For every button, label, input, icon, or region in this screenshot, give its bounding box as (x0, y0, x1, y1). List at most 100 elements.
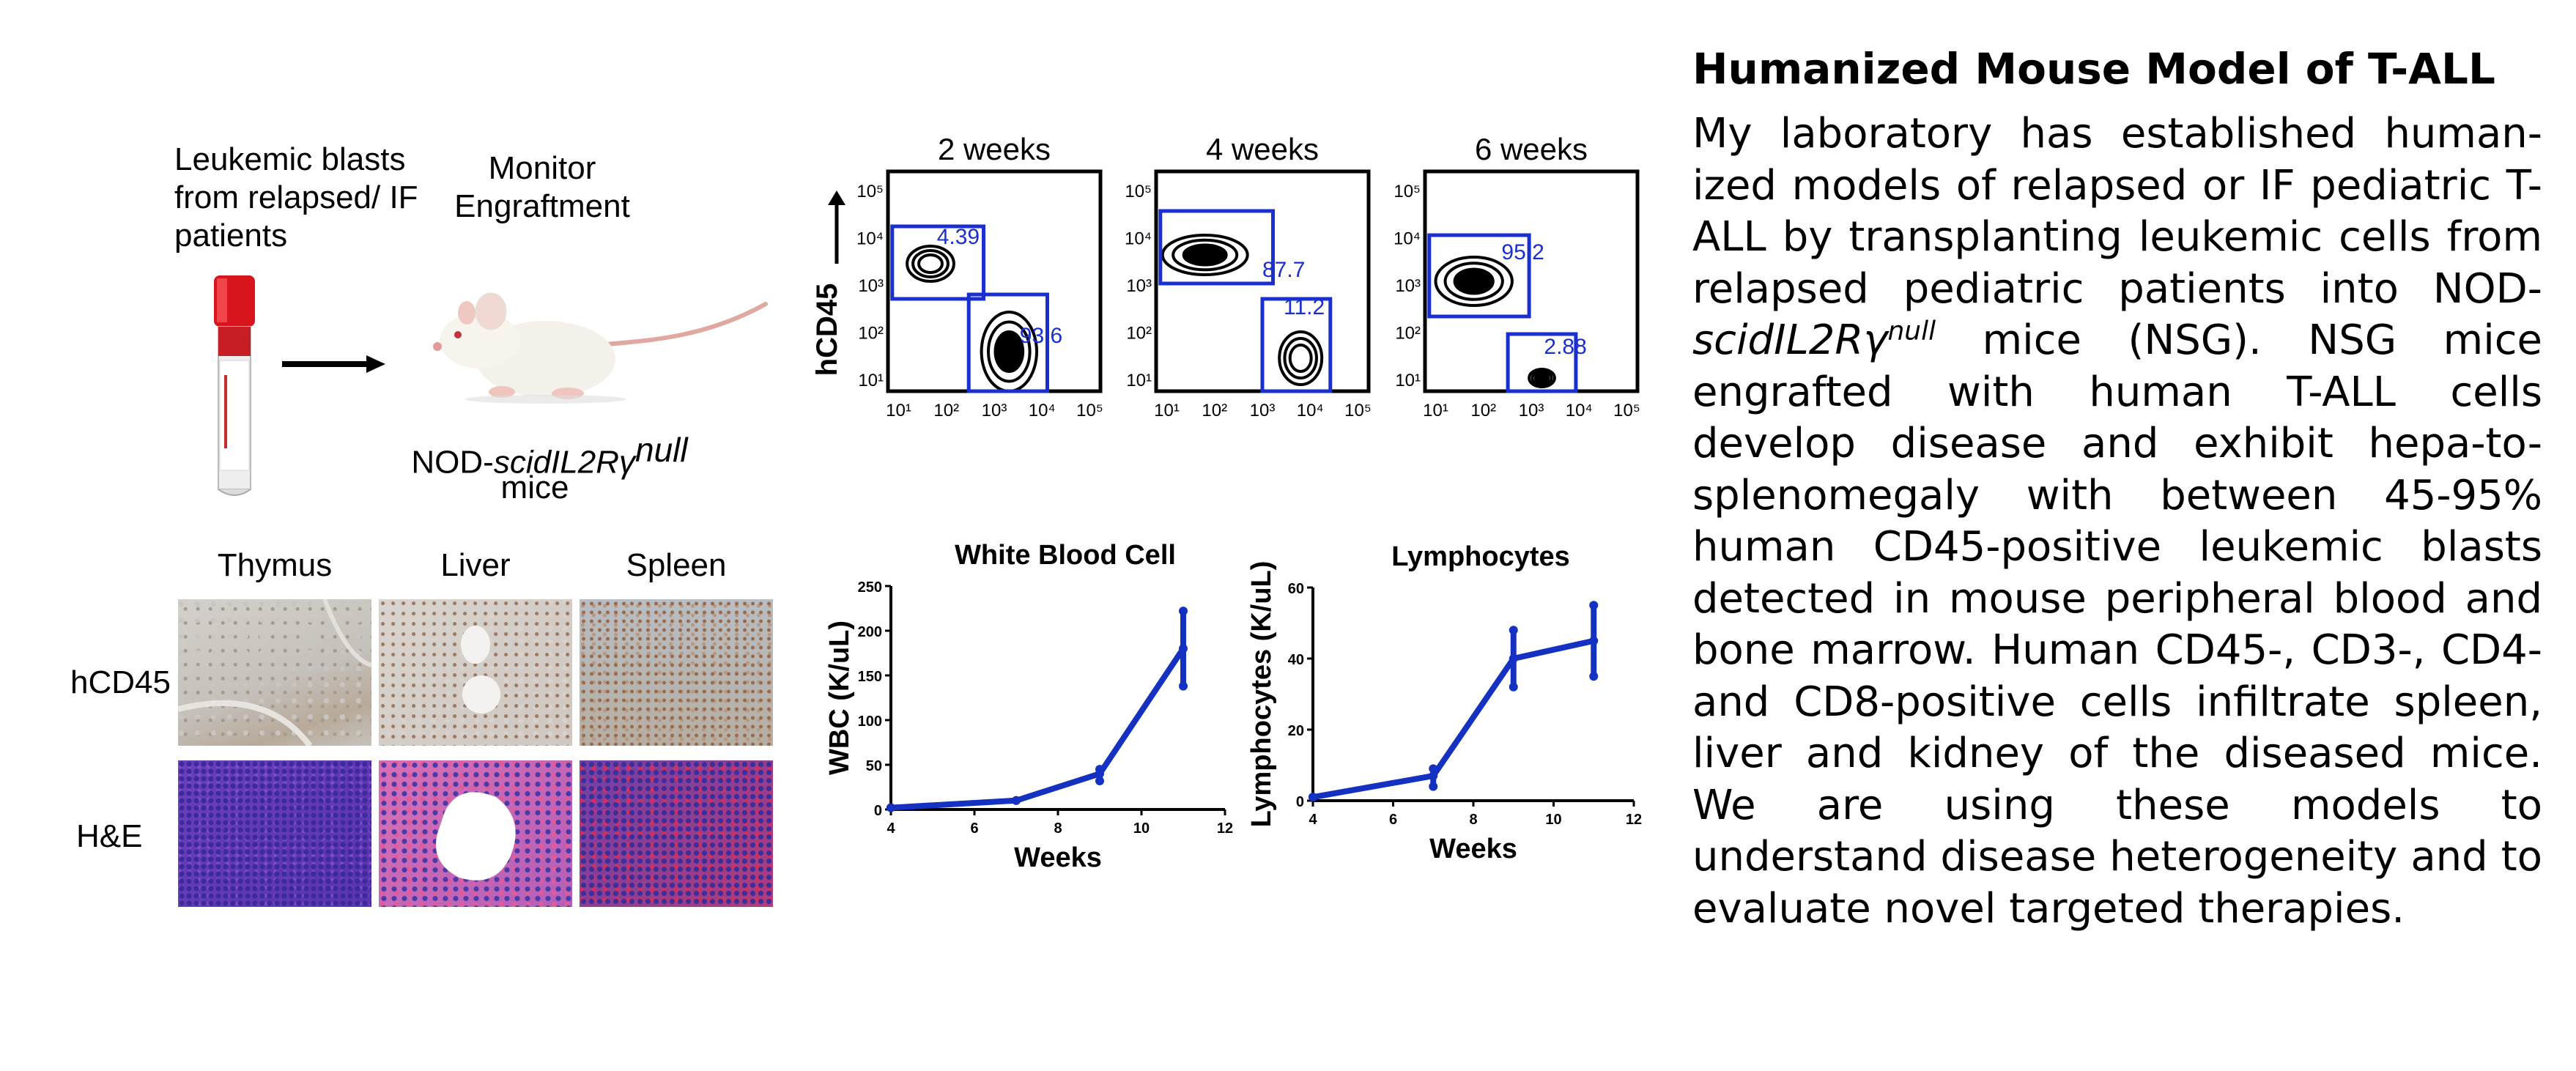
flow-gate-bottom (1506, 332, 1578, 393)
flow-contour (987, 320, 1032, 383)
flow-plot-frame (886, 169, 1103, 393)
chart-ylabel: Lymphocytes (K/uL) (1246, 561, 1277, 828)
body-superscript: null (1887, 316, 1936, 346)
flow-y-tick-label: 10³ (1126, 276, 1152, 296)
flow-y-tick-label: 10² (1395, 324, 1421, 344)
flow-contour (1434, 256, 1514, 307)
flow-contour (917, 253, 944, 274)
flow-x-tick-label: 10¹ (886, 401, 911, 420)
flow-gate-top-value: 95.2 (1501, 240, 1544, 264)
chart-error-cap-high (1179, 607, 1188, 616)
flow-contour (1288, 344, 1313, 373)
flow-contour (1533, 372, 1550, 384)
chart-y-tick-label: 100 (858, 714, 882, 730)
flow-x-tick-label: 10² (1202, 401, 1227, 420)
flow-x-tick-label: 10¹ (1154, 401, 1180, 420)
flow-contour (911, 249, 950, 278)
chart-title: Lymphocytes (1391, 541, 1570, 572)
body-part-1: My laboratory has established human-ized… (1692, 110, 2542, 313)
flow-y-tick-label: 10³ (858, 276, 884, 296)
spleen-he-image (580, 760, 773, 907)
histology-row-he: H&E (76, 818, 143, 854)
flow-y-tick-label: 10⁵ (1125, 182, 1152, 201)
flow-x-tick-label: 10¹ (1423, 401, 1448, 420)
histology-col-spleen: Spleen (626, 547, 727, 583)
flow-y-tick-label: 10³ (1395, 276, 1421, 296)
flow-panel-title: 6 weeks (1475, 132, 1588, 166)
spleen-hcd45-image (580, 599, 773, 746)
chart-xlabel: Weeks (1014, 842, 1102, 873)
chart-y-tick-label: 20 (1288, 723, 1304, 739)
flow-gate-top (1427, 233, 1531, 319)
blood-tube-icon (214, 275, 255, 496)
chart-error-cap-low (1179, 681, 1188, 691)
chart-point (1179, 644, 1188, 653)
text-panel: Humanized Mouse Model of T-ALL My labora… (1692, 41, 2542, 935)
chart-y-tick-label: 0 (1296, 794, 1304, 810)
flow-panel-title: 2 weeks (938, 132, 1051, 166)
lymphocytes-chart: Lymphocytes 0 20 40 60 4 6 8 10 12 Weeks Lymphocyte… (1246, 541, 1642, 864)
flow-x-tick-label: 10² (1470, 401, 1496, 420)
chart-y-tick-label: 50 (866, 758, 882, 774)
chart-xlabel: Weeks (1429, 834, 1517, 864)
flow-x-tick-label: 10⁵ (1613, 401, 1640, 420)
chart-y-tick-label: 0 (874, 803, 882, 819)
histology-row-hcd45: hCD45 (70, 664, 171, 700)
chart-title: White Blood Cell (955, 540, 1176, 571)
chart-error-cap-low (1589, 672, 1599, 681)
body-italic: scidIL2Rγ (1692, 316, 1888, 364)
flow-y-tick-label: 10² (1126, 324, 1152, 344)
histology-col-thymus: Thymus (217, 547, 333, 583)
chart-x-tick-label: 8 (1469, 812, 1477, 828)
chart-x-tick-label: 10 (1133, 820, 1150, 837)
flow-contour (1172, 238, 1239, 272)
flow-gate-top (890, 224, 985, 301)
mouse-icon (433, 292, 768, 404)
flow-contour (1182, 243, 1228, 267)
flow-panel-title: 4 weeks (1206, 132, 1319, 166)
chart-error-cap-low (1509, 682, 1518, 692)
wbc-chart: White Blood Cell 0 50 100 150 200 250 4 6 8 10 12 We… (824, 540, 1233, 873)
chart-point (1509, 654, 1518, 663)
flow-y-tick-label: 10⁵ (856, 182, 884, 201)
flow-y-tick-label: 10¹ (1395, 371, 1421, 390)
blasts-label: Leukemic blasts from relapsed/ IF patien… (174, 141, 418, 253)
flow-contour (1161, 234, 1249, 276)
body-paragraph: My laboratory has established human-ized… (1692, 108, 2542, 935)
flow-y-tick-label: 10⁴ (1125, 229, 1152, 249)
flow-contour (993, 330, 1025, 373)
chart-point (1589, 636, 1599, 645)
chart-x-tick-label: 6 (970, 820, 978, 837)
chart-x-tick-label: 8 (1054, 820, 1062, 837)
chart-y-tick-label: 60 (1288, 581, 1304, 597)
chart-error-cap-high (1509, 626, 1518, 635)
flow-contour (906, 245, 955, 283)
chart-y-tick-label: 200 (858, 624, 882, 640)
flow-x-tick-label: 10³ (982, 401, 1007, 420)
chart-point (887, 803, 895, 812)
strain-superscript: null (635, 431, 688, 469)
body-part-2: mice (NSG). NSG mice engrafted with huma… (1692, 316, 2542, 933)
flow-contour (1278, 330, 1324, 386)
liver-he-image (379, 760, 572, 907)
mouse-strain-suffix: mice (500, 470, 569, 505)
flow-contour (1453, 267, 1495, 295)
flow-contour (1528, 368, 1556, 388)
chart-x-tick-label: 4 (1309, 812, 1317, 828)
chart-point (1012, 796, 1021, 805)
flow-ylabel: hCD45 (811, 284, 843, 377)
chart-point (1309, 793, 1317, 802)
chart-error-cap-low (1429, 782, 1438, 791)
chart-y-tick-label: 250 (858, 579, 882, 596)
flow-x-tick-label: 10³ (1519, 401, 1544, 420)
flow-gate-top-value: 87.7 (1262, 258, 1305, 282)
flow-x-tick-label: 10⁵ (1344, 401, 1372, 420)
chart-x-tick-label: 12 (1217, 820, 1233, 837)
thymus-hcd45-image (178, 599, 371, 746)
flow-gate-bottom (966, 292, 1049, 393)
flow-gate-bottom-value: 11.2 (1284, 295, 1325, 319)
flow-x-tick-label: 10⁴ (1029, 401, 1056, 420)
arrow-icon (282, 355, 385, 373)
